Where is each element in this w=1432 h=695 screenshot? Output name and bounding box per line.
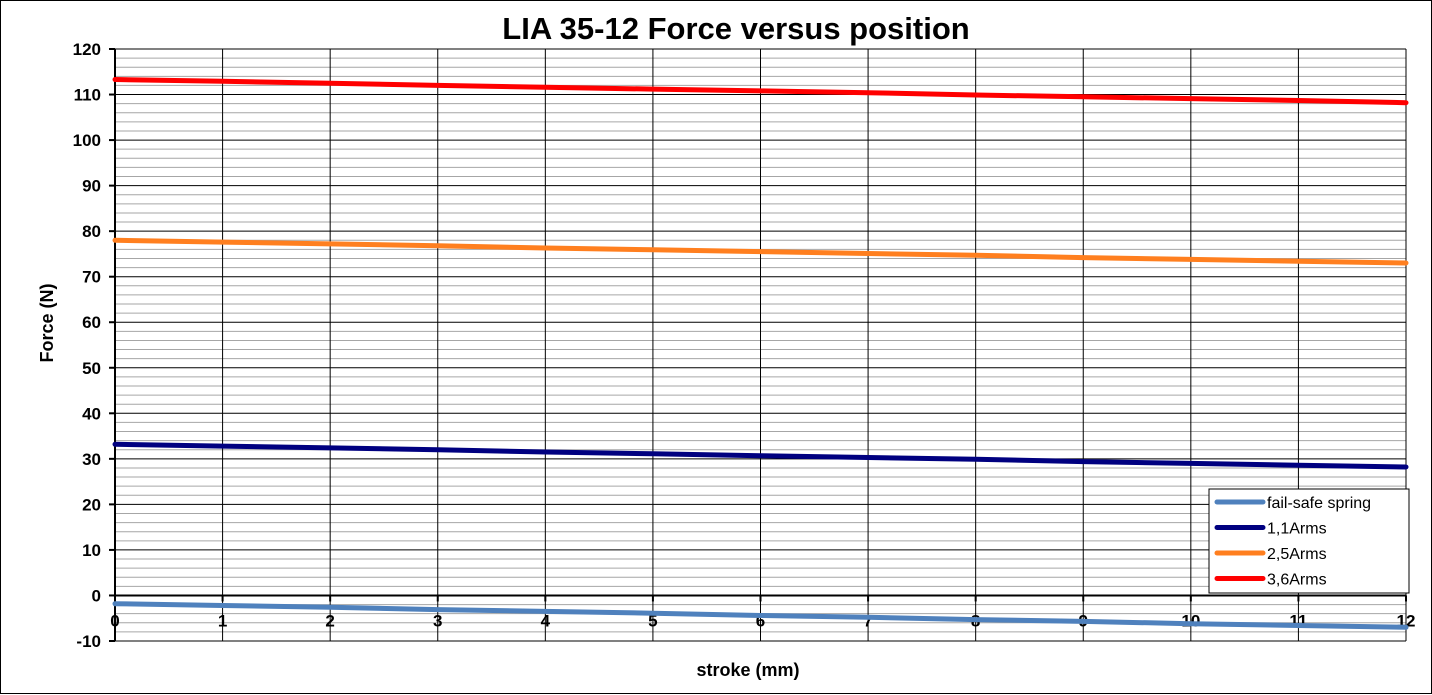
legend-label: fail-safe spring: [1267, 495, 1371, 512]
y-tick-label: -10: [76, 632, 101, 651]
y-axis-ticks: -10 0 10 20 30 40 50 60 70 80 90 100 110 120: [73, 40, 101, 651]
series-lines: [112, 77, 1409, 630]
y-tick-label: 10: [82, 541, 101, 560]
y-tick-label: 70: [82, 268, 101, 287]
x-tick-label: 2: [325, 611, 334, 630]
y-tick-label: 90: [82, 177, 101, 196]
y-axis-title: Force (N): [37, 283, 57, 362]
y-tick-label: 120: [73, 40, 101, 59]
y-tick-label: 20: [82, 495, 101, 514]
y-tick-label: 80: [82, 222, 101, 241]
series-line: [112, 601, 1409, 630]
x-tick-label: 3: [433, 611, 442, 630]
legend-items: fail-safe spring 1,1Arms 2,5Arms 3,6Arms: [1214, 495, 1371, 589]
major-gridlines: [114, 48, 1407, 642]
legend-label: 1,1Arms: [1267, 521, 1327, 538]
y-tick-label: 60: [82, 313, 101, 332]
x-tick-label: 10: [1181, 611, 1200, 630]
x-tick-label: 6: [756, 611, 765, 630]
x-tick-label: 0: [110, 611, 119, 630]
legend: fail-safe spring 1,1Arms 2,5Arms 3,6Arms: [1208, 488, 1410, 594]
x-tick-label: 4: [541, 611, 551, 630]
legend-label: 3,6Arms: [1267, 572, 1327, 589]
legend-label: 2,5Arms: [1267, 546, 1327, 563]
y-tick-label: 40: [82, 404, 101, 423]
series-line: [112, 237, 1409, 266]
series-line: [112, 77, 1409, 106]
series-line: [112, 441, 1409, 470]
x-axis-title: stroke (mm): [696, 660, 799, 680]
legend-box: [1208, 488, 1410, 594]
x-tick-label: 5: [648, 611, 657, 630]
x-tick-label: 7: [863, 611, 872, 630]
y-tick-label: 110: [74, 86, 101, 105]
y-tick-label: 50: [82, 359, 101, 378]
x-tick-label: 1: [218, 611, 227, 630]
y-tick-label: 30: [82, 450, 101, 469]
y-tick-label: 100: [73, 131, 101, 150]
y-tick-label: 0: [92, 586, 101, 605]
chart-title: LIA 35-12 Force versus position: [502, 11, 969, 46]
